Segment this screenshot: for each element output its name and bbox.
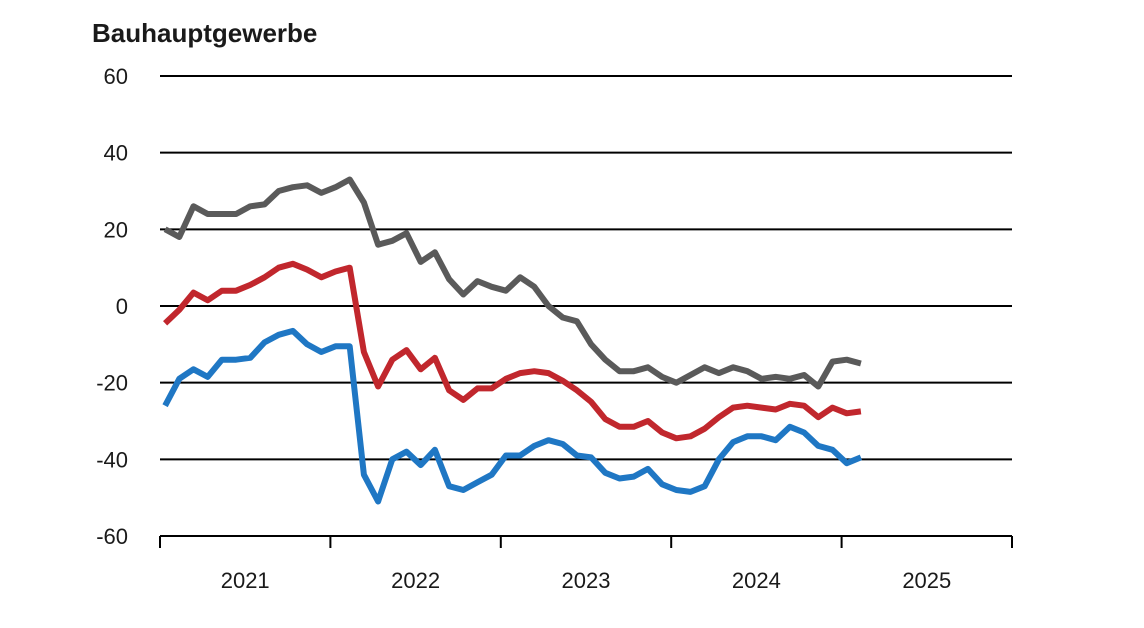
- series-line-2: [163, 260, 862, 442]
- x-tick-label: 2023: [562, 568, 611, 593]
- y-tick-label: 20: [104, 217, 128, 242]
- y-tick-label: -40: [96, 447, 128, 472]
- series-line-1: [163, 176, 862, 390]
- tick-labels: 60 40 20 0 -20 -40 -60 2021 2022 2023 2024 2025: [96, 64, 951, 593]
- x-axis: [159, 535, 1013, 548]
- y-tick-label: -60: [96, 524, 128, 549]
- y-tick-label: 0: [116, 294, 128, 319]
- x-tick-label: 2022: [391, 568, 440, 593]
- y-tick-label: -20: [96, 371, 128, 396]
- y-tick-label: 40: [104, 141, 128, 166]
- y-tick-label: 60: [104, 64, 128, 89]
- x-tick-label: 2021: [221, 568, 270, 593]
- series-lines: [162, 176, 863, 505]
- series-line-3: [162, 327, 863, 505]
- x-tick-label: 2025: [902, 568, 951, 593]
- chart-title: Bauhauptgewerbe: [92, 18, 318, 48]
- x-tick-label: 2024: [732, 568, 781, 593]
